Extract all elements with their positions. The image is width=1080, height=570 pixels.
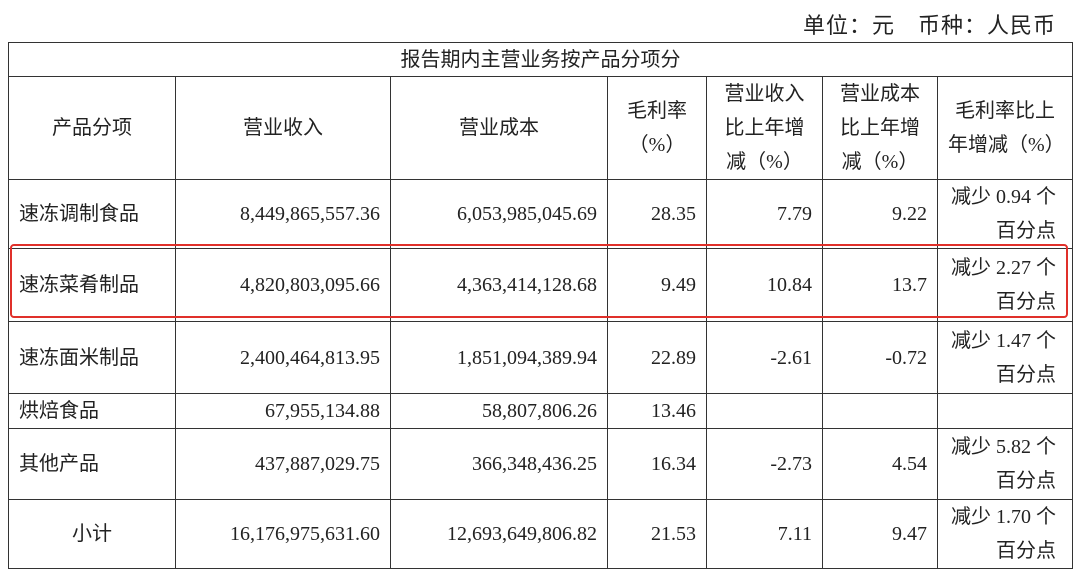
revenue-table: 报告期内主营业务按产品分项分 产品分项 营业收入 营业成本 毛利率 （%） 营业收入 比…: [8, 42, 1073, 569]
cell: 减少 0.94 个 百分点: [937, 179, 1073, 249]
caption-row: 报告期内主营业务按产品分项分: [8, 42, 1073, 77]
cell: 9.47: [822, 499, 938, 569]
data-row: 其他产品 437,887,029.75 366,348,436.25 16.34 -2.…: [8, 428, 1073, 500]
cell: 10.84: [706, 248, 823, 322]
cell: 13.46: [607, 393, 707, 429]
column-header: 营业成本: [390, 76, 608, 180]
column-header: 产品分项: [8, 76, 176, 180]
column-header: 毛利率比上 年增减（%）: [937, 76, 1073, 180]
cell: -0.72: [822, 321, 938, 394]
cell: 减少 1.70 个 百分点: [937, 499, 1073, 569]
cell: 减少 2.27 个 百分点: [937, 248, 1073, 322]
cell: 13.7: [822, 248, 938, 322]
row-label: 速冻面米制品: [8, 321, 176, 394]
cell: 21.53: [607, 499, 707, 569]
cell: -2.73: [706, 428, 823, 500]
table-body: 报告期内主营业务按产品分项分 产品分项 营业收入 营业成本 毛利率 （%） 营业收入 比…: [8, 42, 1073, 569]
cell: 减少 5.82 个 百分点: [937, 428, 1073, 500]
cell: 366,348,436.25: [390, 428, 608, 500]
cell: 4.54: [822, 428, 938, 500]
row-label: 速冻调制食品: [8, 179, 176, 249]
cell: 9.49: [607, 248, 707, 322]
column-header: 营业收入 比上年增 减（%）: [706, 76, 823, 180]
column-header: 毛利率 （%）: [607, 76, 707, 180]
unit-note: 单位：元 币种：人民币: [802, 13, 1056, 38]
cell: 67,955,134.88: [175, 393, 391, 429]
cell: 28.35: [607, 179, 707, 249]
cell: 16.34: [607, 428, 707, 500]
data-row: 速冻菜肴制品 4,820,803,095.66 4,363,414,128.68 9.…: [8, 248, 1073, 322]
cell: 6,053,985,045.69: [390, 179, 608, 249]
cell: [937, 393, 1073, 429]
row-label: 烘焙食品: [8, 393, 176, 429]
cell: 8,449,865,557.36: [175, 179, 391, 249]
cell: 7.11: [706, 499, 823, 569]
header-row: 产品分项 营业收入 营业成本 毛利率 （%） 营业收入 比上年增 减（%） 营业成本 比上…: [8, 76, 1073, 180]
data-row: 速冻面米制品 2,400,464,813.95 1,851,094,389.94 22…: [8, 321, 1073, 394]
cell: 减少 1.47 个 百分点: [937, 321, 1073, 394]
cell: 16,176,975,631.60: [175, 499, 391, 569]
cell: 58,807,806.26: [390, 393, 608, 429]
row-label: 速冻菜肴制品: [8, 248, 176, 322]
column-header: 营业收入: [175, 76, 391, 180]
cell: -2.61: [706, 321, 823, 394]
data-row: 小计 16,176,975,631.60 12,693,649,806.82 21.5…: [8, 499, 1073, 569]
cell: 12,693,649,806.82: [390, 499, 608, 569]
cell: 1,851,094,389.94: [390, 321, 608, 394]
cell: 7.79: [706, 179, 823, 249]
cell: 4,363,414,128.68: [390, 248, 608, 322]
column-header: 营业成本 比上年增 减（%）: [822, 76, 938, 180]
cell: [822, 393, 938, 429]
cell: 437,887,029.75: [175, 428, 391, 500]
cell: 2,400,464,813.95: [175, 321, 391, 394]
cell: 4,820,803,095.66: [175, 248, 391, 322]
data-row: 速冻调制食品 8,449,865,557.36 6,053,985,045.69 28…: [8, 179, 1073, 249]
row-label: 其他产品: [8, 428, 176, 500]
data-row: 烘焙食品 67,955,134.88 58,807,806.26 13.46: [8, 393, 1073, 429]
cell: [706, 393, 823, 429]
table-caption: 报告期内主营业务按产品分项分: [8, 42, 1073, 77]
cell: 9.22: [822, 179, 938, 249]
row-label: 小计: [8, 499, 176, 569]
cell: 22.89: [607, 321, 707, 394]
